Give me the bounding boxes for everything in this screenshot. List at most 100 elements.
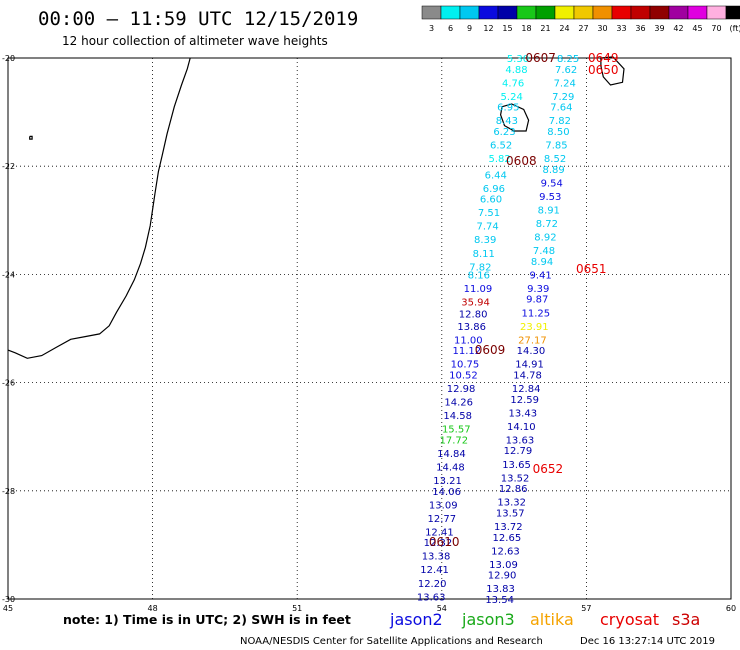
swh-value: 13.63 xyxy=(417,592,446,603)
colorbar-swatch xyxy=(516,5,537,20)
pass-time-label: 0610 xyxy=(429,535,460,549)
swh-value: 12.32 xyxy=(424,538,453,549)
colorbar-swatch xyxy=(459,5,480,20)
swh-value: 13.65 xyxy=(502,460,531,471)
colorbar-swatch xyxy=(592,5,613,20)
swh-value: 12.65 xyxy=(493,533,522,544)
x-tick-label: 51 xyxy=(292,604,302,613)
colorbar-label: 3 xyxy=(429,24,434,33)
colorbar-swatch xyxy=(497,5,518,20)
chart-title: 00:00 – 11:59 UTC 12/15/2019 xyxy=(38,8,358,30)
swh-value: 13.83 xyxy=(486,584,515,595)
colorbar-swatch xyxy=(649,5,670,20)
swh-value: 14.78 xyxy=(513,370,542,381)
y-tick-label: -30 xyxy=(2,595,15,604)
swh-value: 14.06 xyxy=(432,487,461,498)
swh-value: 7.82 xyxy=(469,262,491,273)
swh-value: 12.80 xyxy=(459,309,488,320)
x-tick-label: 48 xyxy=(148,604,158,613)
swh-value: 6.95 xyxy=(497,103,519,114)
colorbar-swatch xyxy=(706,5,727,20)
swh-value: 13.32 xyxy=(497,498,526,509)
swh-value: 10.75 xyxy=(451,360,480,371)
colorbar-swatch xyxy=(725,5,740,20)
swh-value: 8.72 xyxy=(536,219,558,230)
swh-value: 4.88 xyxy=(505,65,527,76)
pass-time-label: 0651 xyxy=(576,262,607,276)
swh-value: 14.91 xyxy=(515,360,544,371)
swh-value: 14.30 xyxy=(517,346,546,357)
swh-value: 5.82 xyxy=(489,154,511,165)
swh-value: 11.25 xyxy=(521,308,550,319)
pass-time-label: 0607 xyxy=(525,51,556,65)
swh-value: 12.77 xyxy=(427,514,456,525)
swh-value: 13.43 xyxy=(508,408,537,419)
swh-value: 35.94 xyxy=(461,297,490,308)
swh-value: 14.58 xyxy=(443,411,472,422)
x-tick-label: 57 xyxy=(581,604,591,613)
x-tick-label: 60 xyxy=(726,604,736,613)
colorbar-label: 15 xyxy=(502,24,512,33)
swh-value: 6.44 xyxy=(485,170,507,181)
swh-value: 12.86 xyxy=(499,484,528,495)
x-tick-label: 54 xyxy=(437,604,447,613)
swh-value: 6.60 xyxy=(480,195,502,206)
swh-value: 6.23 xyxy=(493,127,515,138)
swh-value: 10.52 xyxy=(449,370,478,381)
colorbar-swatch xyxy=(630,5,651,20)
colorbar-label: 39 xyxy=(654,24,664,33)
swh-value: 8.89 xyxy=(542,165,564,176)
swh-value: 13.57 xyxy=(496,508,525,519)
colorbar-label: 70 xyxy=(711,24,721,33)
swh-value: 14.26 xyxy=(444,398,473,409)
colorbar-swatch xyxy=(535,5,556,20)
swh-value: 15.57 xyxy=(442,425,471,436)
pass-time-label: 0609 xyxy=(475,343,506,357)
swh-value: 8.50 xyxy=(547,127,569,138)
colorbar-swatch xyxy=(421,5,442,20)
swh-value: 13.09 xyxy=(489,560,518,571)
swh-value: 4.76 xyxy=(502,78,524,89)
credit-right: Dec 16 13:27:14 UTC 2019 xyxy=(580,636,715,647)
swh-value: 8.25 xyxy=(557,54,579,65)
swh-value: 8.39 xyxy=(474,235,496,246)
colorbar-label: 33 xyxy=(616,24,626,33)
swh-value: 14.84 xyxy=(437,449,466,460)
axis-ticks: 45 48 51 54 57 60 -20 -22 -24 -26 -28 -30 xyxy=(2,54,736,613)
colorbar-label: 12 xyxy=(483,24,493,33)
swh-value: 8.94 xyxy=(531,257,553,268)
swh-value: 9.87 xyxy=(526,295,548,306)
y-tick-label: -26 xyxy=(2,379,15,388)
legend-jason3: jason3 xyxy=(461,610,515,629)
pass-time-label: 0650 xyxy=(588,63,619,77)
swh-value: 13.63 xyxy=(506,435,535,446)
swh-value: 5.30 xyxy=(507,54,529,65)
swh-value: 12.41 xyxy=(425,527,454,538)
island-outline xyxy=(600,56,625,86)
swh-value: 7.29 xyxy=(552,92,574,103)
island-outline xyxy=(499,103,530,132)
pass-time-label: 0652 xyxy=(533,462,564,476)
legend-altika: altika xyxy=(530,610,574,629)
colorbar-label: 27 xyxy=(578,24,588,33)
swh-value: 5.24 xyxy=(501,92,523,103)
swh-value: 9.53 xyxy=(539,192,561,203)
swh-value: 9.54 xyxy=(541,178,563,189)
colorbar-swatch xyxy=(687,5,708,20)
legend-jason2: jason2 xyxy=(389,610,443,629)
swh-value: 6.52 xyxy=(490,141,512,152)
swh-value: 12.98 xyxy=(447,384,476,395)
colorbar-label: 45 xyxy=(692,24,702,33)
x-tick-label: 45 xyxy=(3,604,13,613)
note-text: note: 1) Time is in UTC; 2) SWH is in fe… xyxy=(63,612,351,627)
swh-value: 7.74 xyxy=(476,222,498,233)
plot-frame xyxy=(7,57,732,600)
legend-s3a: s3a xyxy=(672,610,700,629)
y-tick-label: -28 xyxy=(2,487,15,496)
swh-value: 12.41 xyxy=(420,565,449,576)
swh-value: 8.43 xyxy=(496,116,518,127)
swh-value: 7.82 xyxy=(549,116,571,127)
grid-lines xyxy=(8,58,731,599)
